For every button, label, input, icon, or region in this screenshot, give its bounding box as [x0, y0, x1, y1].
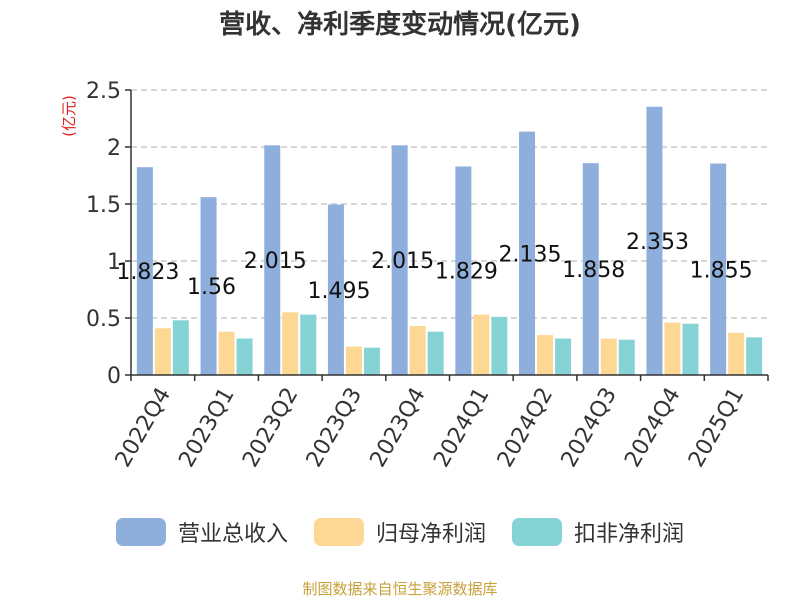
x-tick-label: 2025Q1 [684, 384, 749, 472]
bar-revenue[interactable] [391, 145, 408, 375]
data-label-revenue: 1.56 [187, 275, 236, 300]
x-tick-label: 2024Q2 [493, 384, 558, 472]
chart-title: 营收、净利季度变动情况(亿元) [219, 10, 581, 40]
x-tick-label: 2023Q4 [366, 384, 431, 472]
data-label-revenue: 2.353 [626, 230, 689, 255]
x-tick-label: 2023Q1 [174, 384, 239, 472]
legend: 营业总收入 归母净利润 扣非净利润 [0, 516, 800, 548]
x-tick-label: 2022Q4 [111, 384, 176, 472]
bar-revenue[interactable] [327, 204, 344, 375]
bar-net-profit[interactable] [537, 335, 554, 375]
bar-deducted-profit[interactable] [491, 316, 508, 375]
bar-net-profit[interactable] [728, 332, 745, 375]
legend-item-revenue[interactable]: 营业总收入 [115, 516, 288, 548]
legend-label-net-profit: 归母净利润 [375, 522, 486, 547]
legend-swatch-deducted-profit [512, 518, 562, 546]
x-tick-label: 2024Q3 [557, 384, 622, 472]
y-tick-label: 2 [107, 136, 121, 161]
bar-deducted-profit[interactable] [682, 323, 699, 375]
data-label-revenue: 1.495 [307, 279, 370, 304]
y-tick-label: 0.5 [86, 307, 121, 332]
legend-swatch-revenue [115, 518, 166, 546]
legend-label-deducted-profit: 扣非净利润 [574, 522, 685, 547]
data-label-revenue: 1.823 [116, 260, 179, 285]
bar-deducted-profit[interactable] [427, 331, 444, 375]
bar-deducted-profit[interactable] [300, 314, 317, 375]
bar-deducted-profit[interactable] [555, 338, 572, 375]
y-tick-label: 1 [107, 250, 121, 275]
bar-revenue[interactable] [582, 163, 599, 375]
axes-layer [125, 89, 769, 381]
bar-net-profit[interactable] [282, 312, 299, 375]
y-axis-label: (亿元) [60, 95, 78, 137]
source-note: 制图数据来自恒生聚源数据库 [302, 580, 498, 598]
bar-net-profit[interactable] [664, 322, 681, 375]
bar-deducted-profit[interactable] [746, 337, 763, 375]
bar-net-profit[interactable] [154, 328, 171, 375]
bar-net-profit[interactable] [409, 325, 426, 375]
y-tick-label: 2.5 [86, 79, 121, 104]
bar-net-profit[interactable] [345, 346, 362, 376]
bar-deducted-profit[interactable] [172, 320, 189, 375]
x-tick-label: 2023Q2 [238, 384, 303, 472]
data-label-revenue: 2.015 [244, 249, 307, 274]
bar-revenue[interactable] [136, 167, 153, 375]
bar-revenue[interactable] [646, 106, 663, 376]
legend-label-revenue: 营业总收入 [177, 522, 288, 547]
bar-revenue[interactable] [200, 197, 217, 375]
bars-layer [136, 106, 763, 376]
bar-deducted-profit[interactable] [236, 338, 253, 375]
y-tick-label: 1.5 [86, 193, 121, 218]
data-label-revenue: 1.858 [562, 258, 625, 283]
bar-revenue[interactable] [264, 145, 281, 375]
data-label-revenue: 1.829 [435, 260, 498, 285]
data-label-revenue: 2.015 [371, 249, 434, 274]
data-label-revenue: 1.855 [690, 258, 753, 283]
x-tick-label: 2023Q3 [302, 384, 367, 472]
y-tick-label: 0 [107, 364, 121, 389]
bar-net-profit[interactable] [600, 338, 617, 375]
legend-item-deducted-profit[interactable]: 扣非净利润 [512, 516, 684, 548]
data-label-revenue: 2.135 [499, 242, 562, 267]
x-tick-label: 2024Q1 [429, 384, 494, 472]
x-tick-label: 2024Q4 [620, 384, 685, 472]
bar-deducted-profit[interactable] [618, 339, 635, 375]
bar-revenue[interactable] [710, 163, 727, 375]
bar-deducted-profit[interactable] [363, 347, 380, 375]
bar-net-profit[interactable] [473, 314, 490, 375]
legend-swatch-net-profit [313, 518, 364, 546]
legend-item-net-profit[interactable]: 归母净利润 [313, 516, 486, 548]
bar-revenue[interactable] [455, 166, 472, 375]
bar-revenue[interactable] [519, 131, 536, 375]
bar-net-profit[interactable] [218, 331, 235, 375]
